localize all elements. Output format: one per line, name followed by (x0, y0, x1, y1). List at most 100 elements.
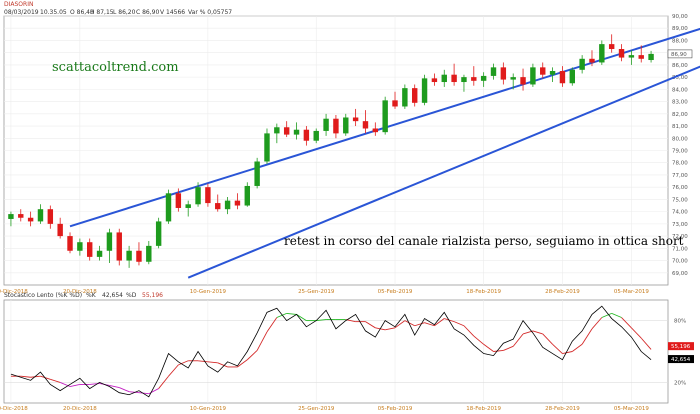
candle (106, 228, 113, 263)
candle-body (195, 187, 201, 205)
stoch-d-segment (473, 335, 484, 345)
stoch-d-segment (640, 337, 652, 350)
candle (362, 110, 369, 134)
stoch-d-segment (493, 350, 504, 352)
stoch-d-segment (119, 387, 130, 393)
candle (618, 44, 625, 62)
watermark: scattacoltrend.com (52, 60, 179, 75)
candle-body (18, 214, 24, 218)
candle-body (37, 209, 44, 222)
candle-body (303, 129, 310, 141)
candle (224, 196, 231, 215)
stoch-d-segment (316, 319, 327, 322)
stoch-d-value-box-label: 55,196 (671, 344, 691, 350)
candle (648, 50, 654, 63)
candle (234, 193, 241, 210)
price-date-label: 28-Feb-2019 (545, 289, 580, 295)
price-date-axis: 10-Dic-2018 20-Dic-2018 10-Gen-2019 25-Gen-… (0, 289, 649, 295)
stoch-k-value-box (668, 355, 694, 364)
candle-body (283, 127, 290, 135)
stoch-date-label: 18-Feb-2019 (466, 406, 501, 412)
candle-body (421, 78, 428, 103)
stoch-d-segment (148, 388, 159, 395)
candle-body (96, 250, 103, 257)
stoch-d-value-box (668, 342, 694, 351)
candle-body (372, 128, 379, 133)
stoch-k-line (10, 305, 652, 398)
stoch-d-segment (296, 314, 307, 321)
stoch-d-segment (158, 375, 169, 389)
price-tick-label: 83,00 (672, 100, 688, 106)
stoch-d-segment (394, 320, 406, 329)
candle-body (569, 69, 575, 84)
candle (352, 108, 359, 127)
candle (77, 238, 83, 256)
price-tick-label: 88,00 (672, 38, 688, 44)
price-tick-label: 79,00 (672, 149, 688, 155)
stoch-d-segment (503, 345, 514, 351)
stoch-d-segment (512, 333, 524, 347)
candle (67, 232, 73, 254)
stoch-d-segment (138, 392, 149, 395)
price-date-label: 05-Feb-2019 (378, 289, 413, 295)
candle-body (47, 209, 54, 224)
candle-body (540, 67, 546, 75)
stoch-d-segment (601, 312, 612, 318)
candle (608, 34, 615, 53)
price-tick-label: 86,00 (672, 63, 688, 69)
candle-body (175, 193, 182, 208)
price-tick-label: 89,00 (672, 26, 688, 32)
stoch-d-segment (178, 360, 189, 366)
candle-body (579, 58, 585, 70)
stoch-d-segment (572, 343, 583, 352)
candle-body (549, 71, 556, 75)
candle (244, 182, 250, 207)
candle-body (215, 203, 221, 210)
stoch-d-segment (129, 391, 140, 394)
candle-body (451, 74, 457, 83)
candle-body (402, 88, 408, 107)
stoch-d-segment (217, 362, 228, 368)
candle-body (155, 221, 162, 246)
stoch-grid (4, 300, 668, 403)
candle-body (618, 49, 625, 58)
price-date-label: 05-Mar-2019 (614, 289, 649, 295)
candle-body (27, 217, 34, 222)
candle-body (431, 78, 438, 83)
candle (96, 245, 103, 261)
stoch-d-segment (69, 384, 80, 387)
stoch-d-segment (621, 317, 632, 329)
stoch-d-segment (276, 312, 287, 318)
candle-body (500, 67, 507, 80)
candle-body (510, 77, 516, 80)
stoch-date-label: 10-Gen-2019 (190, 406, 227, 412)
stoch-d-segment (50, 378, 61, 383)
price-tick-label: 77,00 (672, 173, 688, 179)
candle (490, 63, 497, 80)
price-date-label: 10-Dic-2018 (0, 289, 28, 295)
candle (441, 69, 447, 87)
price-tick-label: 85,00 (672, 75, 688, 81)
candle (412, 84, 418, 107)
price-tick-label: 73,00 (672, 222, 688, 228)
price-tick-label: 72,00 (672, 234, 688, 240)
candle-body (343, 117, 349, 134)
stoch-d-segment (266, 317, 278, 333)
price-date-label: 25-Gen-2019 (298, 289, 335, 295)
stoch-d-segment (591, 317, 603, 330)
stoch-k-value: 42,654 (102, 292, 123, 299)
stoch-d-segment (109, 385, 120, 388)
candle-body (648, 53, 654, 61)
candle (126, 245, 132, 268)
annotation-text: retest in corso del canale rialzista per… (284, 234, 684, 248)
candle-body (382, 100, 388, 133)
stoch-tick-label: 20% (674, 380, 686, 386)
last-price-label: 86,90 (671, 52, 687, 58)
candle (500, 62, 507, 85)
stoch-d-label: %D (126, 292, 137, 299)
price-date-label: 20-Dic-2018 (63, 289, 97, 295)
candle (402, 84, 408, 109)
stoch-tick-label: 80% (674, 319, 686, 325)
candle (382, 96, 388, 135)
stoch-d-segment (483, 343, 494, 352)
